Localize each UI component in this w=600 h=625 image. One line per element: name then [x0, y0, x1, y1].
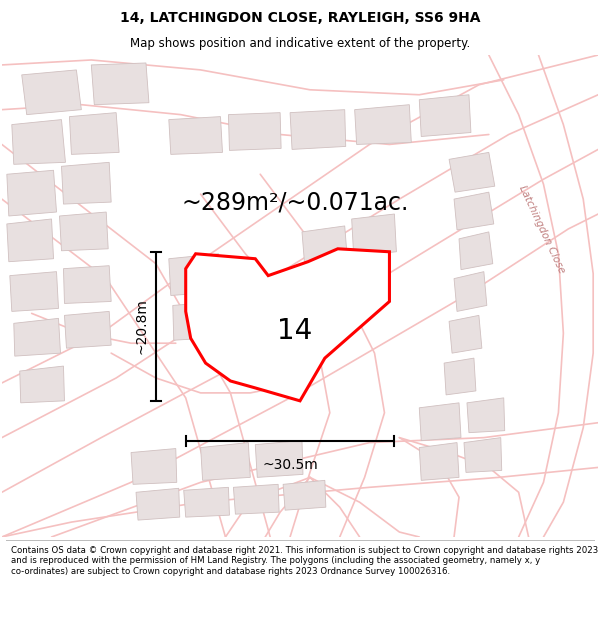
Text: ~289m²/~0.071ac.: ~289m²/~0.071ac.: [181, 190, 409, 214]
Polygon shape: [454, 272, 487, 311]
Polygon shape: [419, 442, 459, 481]
Polygon shape: [131, 449, 177, 484]
Polygon shape: [7, 170, 56, 216]
Polygon shape: [355, 105, 412, 144]
Polygon shape: [64, 266, 111, 304]
Polygon shape: [173, 301, 223, 340]
Polygon shape: [169, 254, 223, 296]
Polygon shape: [419, 95, 471, 136]
Polygon shape: [10, 272, 59, 311]
Polygon shape: [91, 63, 149, 105]
Polygon shape: [61, 162, 111, 204]
Polygon shape: [290, 109, 346, 149]
Polygon shape: [352, 214, 397, 256]
Polygon shape: [20, 366, 64, 403]
Polygon shape: [419, 403, 461, 441]
Text: 14: 14: [277, 318, 313, 345]
Text: ~30.5m: ~30.5m: [262, 459, 318, 472]
Polygon shape: [302, 226, 348, 269]
Polygon shape: [449, 152, 495, 192]
Polygon shape: [22, 70, 82, 114]
Polygon shape: [7, 219, 53, 262]
Text: Map shows position and indicative extent of the property.: Map shows position and indicative extent…: [130, 38, 470, 51]
Polygon shape: [136, 488, 180, 520]
Polygon shape: [467, 398, 505, 432]
Polygon shape: [449, 316, 482, 353]
Polygon shape: [70, 112, 119, 154]
Polygon shape: [184, 488, 229, 517]
Polygon shape: [12, 119, 65, 164]
Polygon shape: [64, 311, 111, 348]
Text: 14, LATCHINGDON CLOSE, RAYLEIGH, SS6 9HA: 14, LATCHINGDON CLOSE, RAYLEIGH, SS6 9HA: [120, 11, 480, 25]
Polygon shape: [255, 441, 303, 478]
Polygon shape: [283, 481, 326, 510]
Polygon shape: [454, 192, 494, 230]
Text: Latchingdon Close: Latchingdon Close: [517, 183, 566, 274]
Polygon shape: [459, 232, 493, 269]
Polygon shape: [186, 249, 389, 401]
Polygon shape: [200, 442, 250, 481]
Polygon shape: [14, 318, 61, 356]
Polygon shape: [59, 212, 108, 251]
Polygon shape: [444, 358, 476, 395]
Text: Contains OS data © Crown copyright and database right 2021. This information is : Contains OS data © Crown copyright and d…: [11, 546, 598, 576]
Polygon shape: [464, 438, 502, 472]
Text: ~20.8m: ~20.8m: [135, 298, 149, 354]
Polygon shape: [229, 112, 281, 151]
Polygon shape: [233, 484, 279, 514]
Polygon shape: [169, 117, 223, 154]
